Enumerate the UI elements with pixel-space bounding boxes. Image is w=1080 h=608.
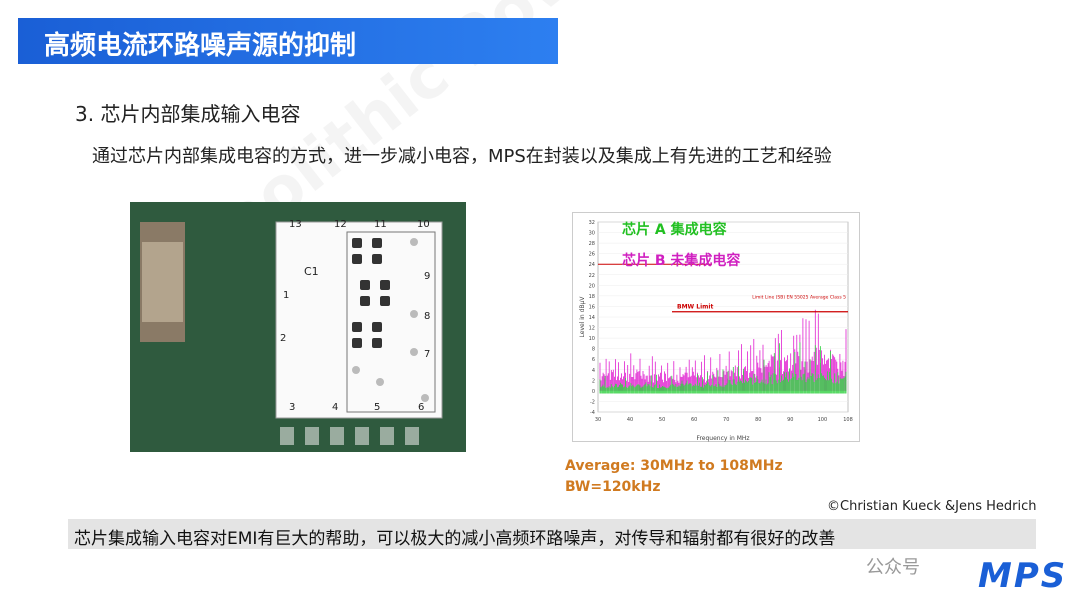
x-tick-label: 100 — [818, 417, 828, 423]
pin-label: 7 — [424, 349, 431, 360]
y-tick-label: 16 — [589, 304, 595, 310]
y-tick-label: 20 — [589, 283, 595, 289]
conclusion: 芯片集成输入电容对EMI有巨大的帮助，可以极大的减小高频环路噪声，对传导和辐射都… — [74, 529, 836, 549]
pin-label: 11 — [374, 219, 387, 230]
x-axis-label: Frequency in MHz — [696, 435, 749, 442]
section-description: 通过芯片内部集成电容的方式，进一步减小电容，MPS在封装以及集成上有先进的工艺和… — [92, 146, 832, 167]
bmw-limit-label: BMW Limit — [677, 304, 713, 311]
title-bar — [18, 18, 558, 64]
y-tick-label: 30 — [589, 231, 595, 237]
y-tick-label: 6 — [592, 357, 595, 363]
y-tick-label: 8 — [592, 347, 595, 353]
x-tick-label: 90 — [787, 417, 793, 423]
legend-chip-b: 芯片 B 未集成电容 — [622, 252, 740, 269]
component-label: C1 — [304, 265, 319, 278]
pin-label: 10 — [417, 219, 430, 230]
y-tick-label: 2 — [592, 378, 595, 384]
y-tick-label: 22 — [589, 273, 595, 279]
conclusion-bar — [68, 519, 1036, 549]
slide-title: 高频电流环路噪声源的抑制 — [44, 31, 357, 61]
pin-label: 9 — [424, 271, 431, 282]
measurement-note-2: BW=120kHz — [565, 479, 661, 495]
section-heading: 3. 芯片内部集成输入电容 — [75, 102, 301, 126]
y-tick-label: 14 — [589, 315, 595, 321]
y-tick-label: 10 — [589, 336, 595, 342]
pin-label: 4 — [332, 402, 339, 413]
y-tick-label: -2 — [590, 399, 595, 405]
x-tick-label: 70 — [723, 417, 729, 423]
credit: ©Christian Kueck &Jens Hedrich — [827, 499, 1037, 514]
y-axis-label: Level in dBµV — [579, 296, 586, 338]
x-tick-label: 50 — [659, 417, 665, 423]
y-tick-label: 0 — [592, 389, 595, 395]
y-tick-label: 24 — [589, 262, 595, 268]
footer-logo: MPS — [978, 556, 1068, 596]
pin-label: 12 — [334, 219, 347, 230]
pin-label: 3 — [289, 402, 296, 413]
y-tick-label: -4 — [590, 410, 595, 416]
y-tick-label: 26 — [589, 252, 595, 258]
pin-label: 5 — [374, 402, 381, 413]
y-tick-label: 32 — [589, 220, 595, 226]
pin-label: 1 — [283, 290, 290, 301]
x-tick-label: 60 — [691, 417, 697, 423]
x-tick-label: 108 — [843, 417, 853, 423]
pin-label: 13 — [289, 219, 302, 230]
spectrum-chip-a — [599, 342, 847, 394]
measurement-note-1: Average: 30MHz to 108MHz — [565, 458, 783, 474]
pcb-photo — [130, 202, 466, 452]
x-tick-label: 40 — [627, 417, 633, 423]
y-tick-label: 18 — [589, 294, 595, 300]
pin-label: 2 — [280, 333, 287, 344]
x-tick-label: 80 — [755, 417, 761, 423]
y-tick-label: 12 — [589, 326, 595, 332]
footer-account: 公众号 — [866, 557, 920, 578]
limit-line-label: Limit Line (SB) EN 55025 Average Class 5 — [752, 295, 846, 301]
x-tick-label: 30 — [595, 417, 601, 423]
pin-label: 6 — [418, 402, 425, 413]
pin-label: 8 — [424, 311, 431, 322]
legend-chip-a: 芯片 A 集成电容 — [622, 221, 727, 238]
y-tick-label: 28 — [589, 241, 595, 247]
y-tick-label: 4 — [592, 368, 595, 374]
